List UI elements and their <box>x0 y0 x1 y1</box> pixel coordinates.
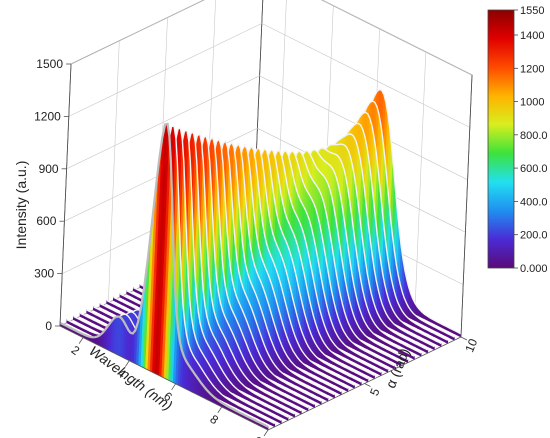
z-tick-label: 900 <box>39 162 59 176</box>
x-tick-label: 2 <box>69 343 83 358</box>
axis-ticks: 030060090012001500246810510 <box>34 57 480 438</box>
colorbar-gradient <box>487 9 515 269</box>
surface-front-edge <box>59 122 269 428</box>
z-tick-label: 1200 <box>34 109 61 123</box>
colorbar-label: 400.0 <box>520 196 548 208</box>
y-tick-label: 5 <box>367 386 383 398</box>
z-tick-label: 300 <box>34 267 54 281</box>
z-axis-title: Intensity (a.u.) <box>13 161 29 250</box>
colorbar-label: 800.0 <box>520 130 548 142</box>
x-tick-label: 10 <box>251 433 270 438</box>
z-tick-label: 0 <box>45 319 52 333</box>
colorbar-label: 0.000 <box>520 263 548 275</box>
colorbar-label: 200.0 <box>520 230 548 242</box>
z-tick-label: 600 <box>36 214 56 228</box>
colorbar-label: 1000 <box>520 97 544 109</box>
surface-plot <box>59 88 462 431</box>
surface-slice <box>59 123 269 431</box>
y-tick-label: 10 <box>462 336 480 354</box>
colorbar-label: 1550 <box>520 5 544 17</box>
colorbar-label: 600.0 <box>520 163 548 175</box>
x-tick-label: 8 <box>207 412 221 427</box>
z-tick-label: 1500 <box>36 57 63 71</box>
colorbar: 1550 1400 1200 1000 800.0 600.0 400.0 200.0 0.00… <box>487 5 548 275</box>
colorbar-label: 1400 <box>520 30 544 42</box>
colorbar-label: 1200 <box>520 63 544 75</box>
